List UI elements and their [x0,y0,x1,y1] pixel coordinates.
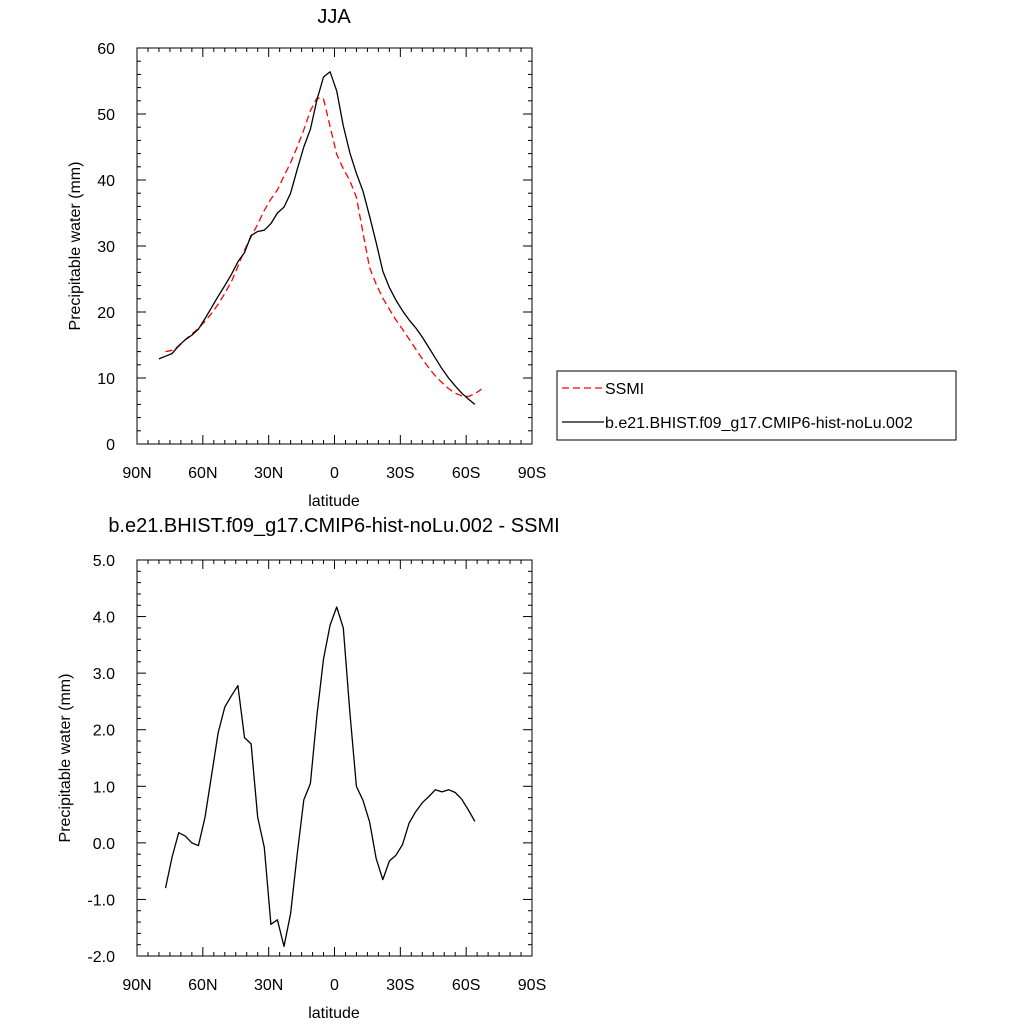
bottom-y-tick-label: -1.0 [87,892,115,909]
top-chart-plot-frame [136,47,533,445]
bottom-chart-y-axis-label: Precipitable water (mm) [57,674,74,843]
top-chart-y-axis-label: Precipitable water (mm) [67,162,84,331]
top-series-line-1 [158,71,476,405]
bottom-series-line-0 [164,606,476,948]
top-chart-tick-labels: 90N 60N 30N 0 30S 60S 90S 0 10 20 30 40 50 60 [97,41,546,482]
legend-box [556,370,957,441]
bottom-chart-plot-frame [136,559,533,957]
bottom-x-tick-label: 60S [452,977,480,994]
top-chart-panel: JJA 90N 60N 30N 0 30S 60S 90S 0 10 20 30 40 50 60 lat… [67,6,546,510]
bottom-x-tick-label: 90N [122,977,151,994]
bottom-y-tick-label: 0.0 [93,836,115,853]
bottom-y-tick-label: 1.0 [93,779,115,796]
bottom-chart-ticks [136,559,533,957]
top-x-tick-label: 0 [330,465,339,482]
top-y-tick-label: 40 [97,173,115,190]
bottom-x-tick-label: 60N [188,977,217,994]
top-x-tick-label: 30S [386,465,414,482]
top-chart-title: JJA [317,6,351,28]
top-chart-ticks [136,47,533,445]
bottom-y-tick-label: 2.0 [93,723,115,740]
legend: SSMI b.e21.BHIST.f09_g17.CMIP6-hist-noLu… [556,370,957,441]
bottom-x-tick-label: 90S [518,977,546,994]
top-chart-x-axis-label: latitude [308,493,360,510]
top-x-tick-label: 30N [254,465,283,482]
bottom-y-tick-label: 3.0 [93,666,115,683]
top-series-line-0 [165,97,482,398]
legend-label-ssmi: SSMI [605,381,644,398]
bottom-x-tick-label: 30S [386,977,414,994]
top-y-tick-label: 60 [97,41,115,58]
bottom-chart-title: b.e21.BHIST.f09_g17.CMIP6-hist-noLu.002 … [108,515,559,537]
top-y-tick-label: 20 [97,305,115,322]
top-x-tick-label: 60S [452,465,480,482]
top-x-tick-label: 90S [518,465,546,482]
bottom-y-tick-label: 5.0 [93,553,115,570]
bottom-x-tick-label: 30N [254,977,283,994]
bottom-y-tick-label: 4.0 [93,610,115,627]
top-y-tick-label: 10 [97,371,115,388]
bottom-x-tick-label: 0 [330,977,339,994]
top-chart-series-layer [158,71,482,405]
top-x-tick-label: 60N [188,465,217,482]
bottom-chart-panel: b.e21.BHIST.f09_g17.CMIP6-hist-noLu.002 … [57,515,560,1022]
top-y-tick-label: 0 [106,437,115,454]
bottom-chart-tick-labels: 90N 60N 30N 0 30S 60S 90S -2.0 -1.0 0.0 1.0 2.0 3.0 4… [87,553,546,994]
legend-label-model: b.e21.BHIST.f09_g17.CMIP6-hist-noLu.002 [605,415,913,432]
bottom-chart-series-layer [164,606,476,948]
bottom-y-tick-label: -2.0 [87,949,115,966]
bottom-chart-x-axis-label: latitude [308,1005,360,1022]
top-y-tick-label: 50 [97,107,115,124]
top-y-tick-label: 30 [97,239,115,256]
top-x-tick-label: 90N [122,465,151,482]
